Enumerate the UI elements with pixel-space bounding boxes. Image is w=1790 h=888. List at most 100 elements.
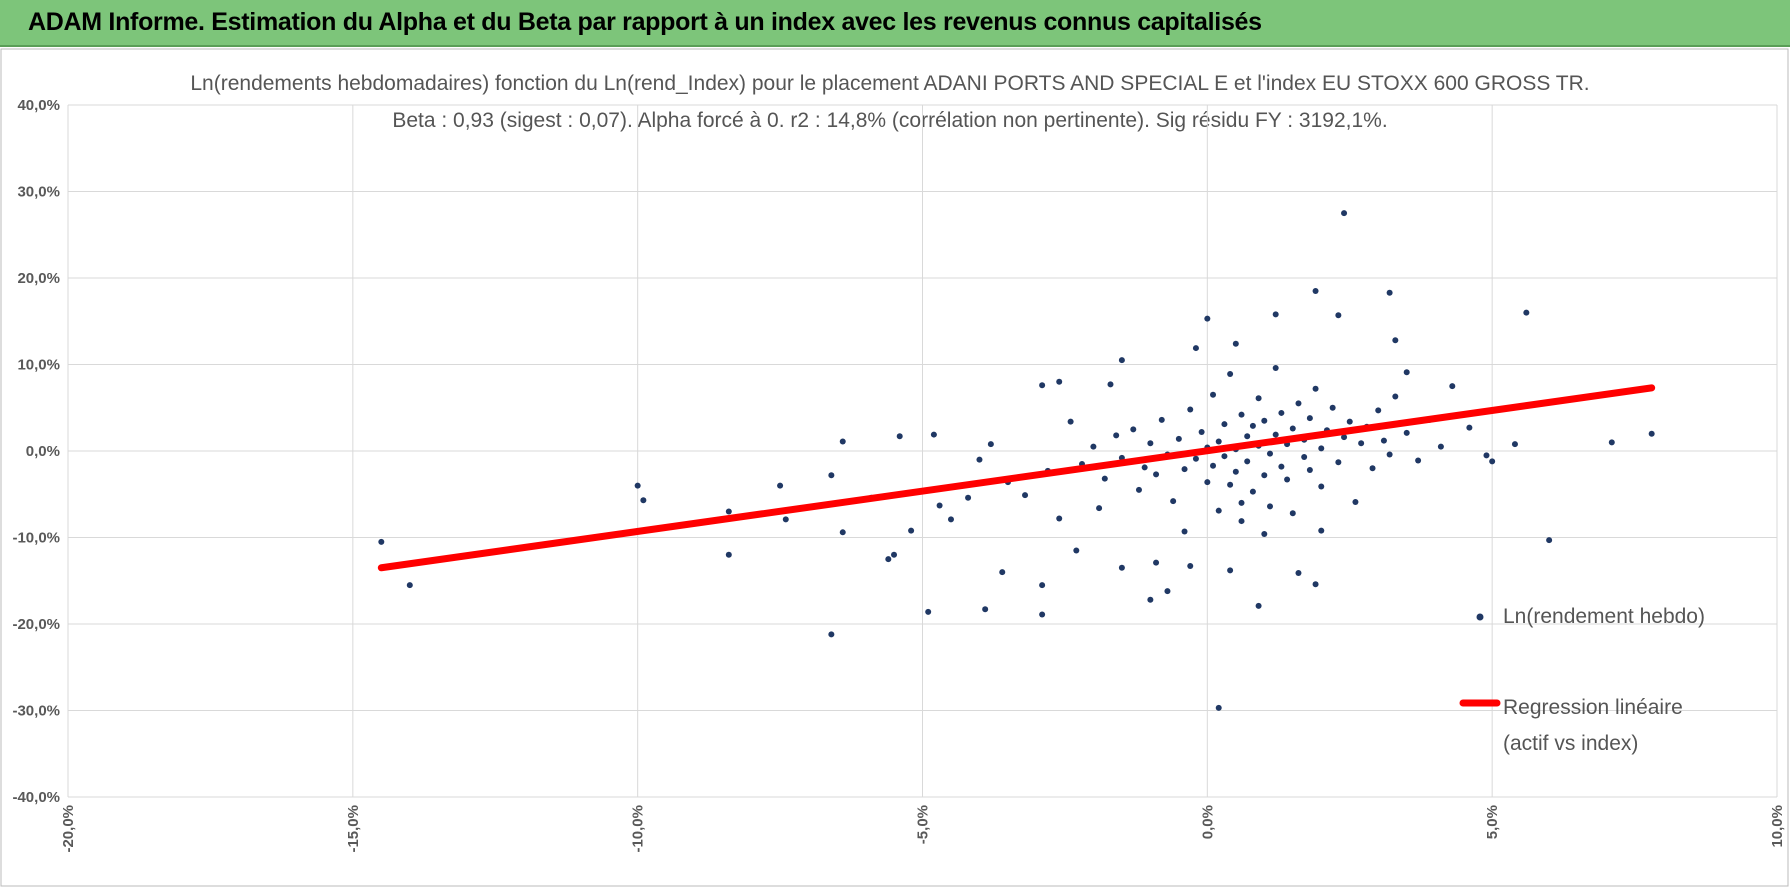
scatter-point [1403, 429, 1410, 436]
y-tick-label: -10,0% [12, 530, 60, 547]
scatter-point [1335, 312, 1342, 319]
chart: Ln(rendements hebdomadaires) fonction du… [0, 48, 1789, 887]
scatter-point [1255, 602, 1262, 609]
scatter-point [1648, 430, 1655, 437]
x-tick-label: 10,0% [1769, 805, 1786, 848]
y-tick-label: 10,0% [17, 357, 60, 374]
scatter-point [1113, 432, 1120, 439]
scatter-point [1244, 433, 1251, 440]
scatter-point [1306, 467, 1313, 474]
x-tick-label: -10,0% [630, 805, 647, 853]
scatter-point [1261, 531, 1268, 538]
scatter-point [1147, 440, 1154, 447]
scatter-point [1210, 462, 1217, 469]
scatter-point [1375, 407, 1382, 414]
scatter-point [1261, 417, 1268, 424]
scatter-point [1312, 385, 1319, 392]
scatter-point [839, 529, 846, 536]
scatter-point [1192, 455, 1199, 462]
scatter-point [1147, 596, 1154, 603]
scatter-point [1215, 704, 1222, 711]
scatter-point [1369, 465, 1376, 472]
scatter-point [1483, 452, 1490, 459]
legend-marker [1476, 613, 1484, 621]
scatter-point [1232, 468, 1239, 475]
scatter-point [1318, 527, 1325, 534]
scatter-point [1466, 424, 1473, 431]
scatter-point [725, 508, 732, 515]
scatter-point [1278, 463, 1285, 470]
scatter-point [1341, 434, 1348, 441]
scatter-point [1608, 439, 1615, 446]
scatter-point [908, 527, 915, 534]
scatter-point [1511, 441, 1518, 448]
scatter-point [1329, 404, 1336, 411]
scatter-point [1141, 464, 1148, 471]
scatter-point [1210, 391, 1217, 398]
x-tick-label: -20,0% [60, 805, 77, 853]
legend-label: Ln(rendement hebdo) [1503, 605, 1705, 628]
scatter-point [1181, 528, 1188, 535]
scatter-point [1380, 437, 1387, 444]
scatter-point [1101, 475, 1108, 482]
regression-line [377, 384, 1656, 572]
scatter-point [1255, 395, 1262, 402]
scatter-point [1295, 569, 1302, 576]
chart-title: Ln(rendements hebdomadaires) fonction du… [190, 72, 1589, 95]
x-tick-label: -15,0% [345, 805, 362, 853]
scatter-point [947, 516, 954, 523]
scatter-point [925, 608, 932, 615]
scatter-point [1346, 418, 1353, 425]
scatter-point [1266, 450, 1273, 457]
scatter-point [1335, 459, 1342, 466]
scatter-point [1238, 499, 1245, 506]
scatter-point [1187, 563, 1194, 570]
scatter-point [896, 433, 903, 440]
scatter-point [1352, 499, 1359, 506]
scatter-point [885, 556, 892, 563]
scatter-point [1392, 393, 1399, 400]
scatter-point [1227, 567, 1234, 574]
scatter-point [1272, 364, 1279, 371]
scatter-point [1301, 454, 1308, 461]
scatter-point [1249, 488, 1256, 495]
scatter-point [1227, 371, 1234, 378]
scatter-point [1135, 486, 1142, 493]
scatter-point [725, 551, 732, 558]
scatter-point [1192, 345, 1199, 352]
scatter-point [1187, 406, 1194, 413]
scatter-point [1170, 498, 1177, 505]
scatter-point [1312, 581, 1319, 588]
scatter-point [1215, 507, 1222, 514]
x-tick-label: -5,0% [915, 805, 932, 844]
scatter-point [1238, 518, 1245, 525]
scatter-point [828, 631, 835, 638]
scatter-point [936, 502, 943, 509]
scatter-point [1386, 289, 1393, 296]
scatter-point [1039, 582, 1046, 589]
scatter-point [839, 438, 846, 445]
scatter-point [1039, 611, 1046, 618]
scatter-point [378, 538, 385, 545]
scatter-point [1221, 453, 1228, 460]
scatter-point [1181, 466, 1188, 473]
scatter-point [965, 494, 972, 501]
scatter-point [1272, 311, 1279, 318]
chart-frame [0, 48, 1789, 887]
chart-subtitle: Beta : 0,93 (sigest : 0,07). Alpha forcé… [392, 109, 1387, 132]
scatter-point [1204, 479, 1211, 486]
y-tick-label: -30,0% [12, 703, 60, 720]
scatter-point [1284, 476, 1291, 483]
scatter-point [1238, 411, 1245, 418]
scatter-point [640, 497, 647, 504]
y-tick-label: 20,0% [17, 270, 60, 287]
legend-label: Regression linéaire (actif vs index) [1503, 696, 1683, 755]
scatter-point [1272, 431, 1279, 438]
scatter-point [782, 516, 789, 523]
scatter-point [1289, 425, 1296, 432]
scatter-point [1415, 457, 1422, 464]
scatter-point [1341, 210, 1348, 217]
scatter-point [1249, 422, 1256, 429]
scatter-point [1073, 547, 1080, 554]
scatter-point [987, 441, 994, 448]
